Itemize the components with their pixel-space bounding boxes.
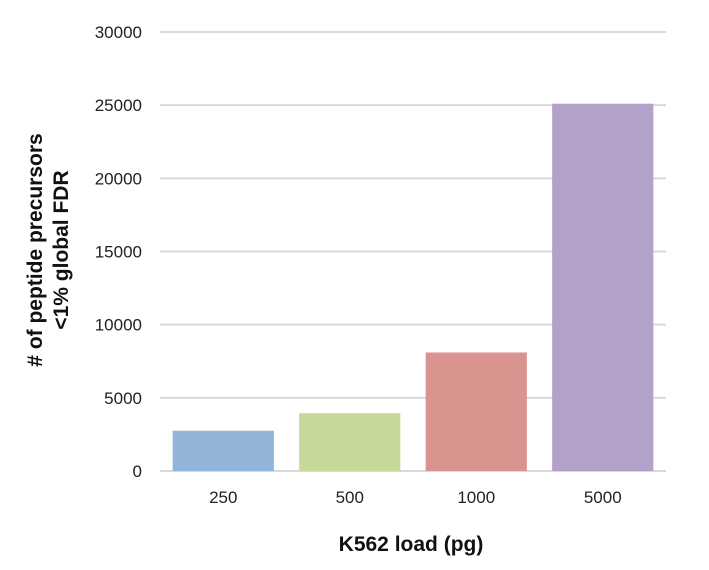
x-tick-labels: 250 500 1000 5000: [209, 488, 622, 507]
y-tick-label: 25000: [95, 96, 142, 115]
y-axis-title: # of peptide precursors <1% global FDR: [24, 133, 73, 366]
y-axis-title-line-2: <1% global FDR: [50, 170, 73, 329]
y-tick-labels: 0 5000 10000 15000 20000 25000 30000: [95, 23, 142, 481]
y-tick-label: 5000: [104, 389, 142, 408]
bars: [172, 103, 654, 471]
x-tick-label: 5000: [584, 488, 622, 507]
y-axis-title-line-1: # of peptide precursors: [24, 133, 47, 366]
bar-5000: [552, 103, 654, 471]
x-axis-title: K562 load (pg): [339, 533, 484, 556]
bar-500: [299, 413, 401, 471]
x-tick-label: 1000: [457, 488, 495, 507]
x-tick-label: 500: [336, 488, 364, 507]
x-tick-label: 250: [209, 488, 237, 507]
y-tick-label: 20000: [95, 169, 142, 188]
y-tick-label: 0: [133, 462, 142, 481]
bar-1000: [425, 352, 527, 471]
y-tick-label: 10000: [95, 316, 142, 335]
bar-250: [172, 430, 274, 471]
y-tick-label: 15000: [95, 243, 142, 262]
y-tick-label: 30000: [95, 23, 142, 42]
gridlines: [160, 31, 666, 472]
